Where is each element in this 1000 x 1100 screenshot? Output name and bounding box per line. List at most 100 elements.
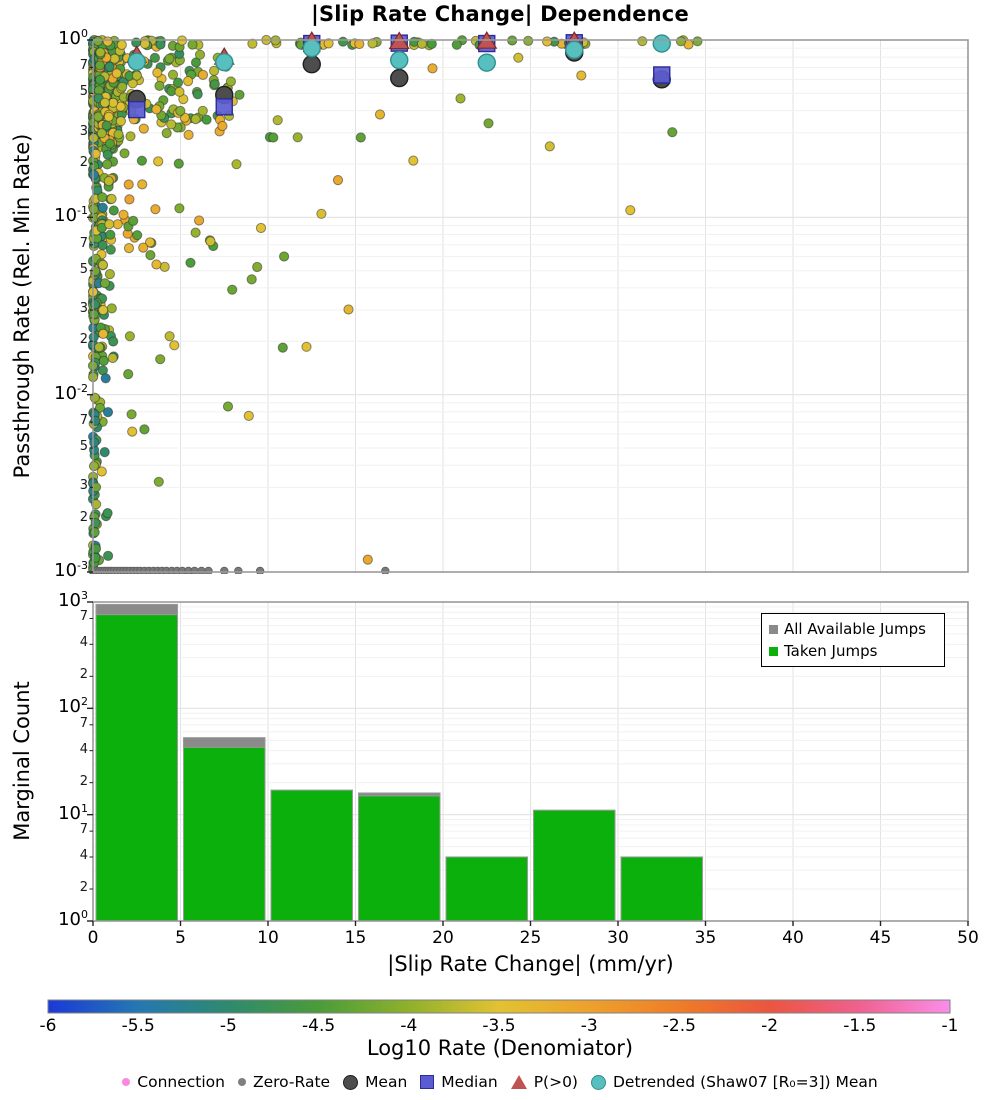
colorbar-tick: -5.5 — [121, 1016, 155, 1036]
colorbar-tick: -4 — [400, 1016, 418, 1036]
bar-taken-jumps — [445, 856, 528, 922]
bottom-legend-label: Zero-Rate — [252, 1073, 331, 1091]
colorbar-tick: -6 — [39, 1016, 57, 1036]
colorbar-tick: -2.5 — [662, 1016, 696, 1036]
colorbar — [47, 999, 951, 1014]
detrended-shaw07-r-3-mean-marker-icon — [590, 1074, 606, 1090]
scatter-y-minor-tick: 2 — [79, 154, 88, 170]
scatter-gridlines — [93, 40, 968, 572]
hist-y-major-tick: 102 — [58, 695, 88, 718]
bottom-legend-item: Connection — [122, 1073, 225, 1091]
colorbar-tick: -3.5 — [482, 1016, 516, 1036]
hist-x-tick: 10 — [257, 928, 279, 948]
bottom-legend-item: Zero-Rate — [237, 1073, 331, 1091]
legend-item-all-jumps: All Available Jumps — [769, 620, 937, 638]
scatter-y-minor-tick: 7 — [79, 235, 88, 251]
hist-y-minor-tick: 2 — [79, 667, 88, 683]
connection-marker-icon — [122, 1078, 131, 1086]
hist-y-major-tick: 103 — [58, 589, 88, 611]
mean-marker-icon — [343, 1074, 359, 1090]
hist-x-tick: 35 — [694, 928, 717, 948]
colorbar-label: Log10 Rate (Denomiator) — [366, 1036, 634, 1060]
mean-marker — [302, 55, 321, 74]
colorbar-tick: -2 — [761, 1016, 779, 1036]
bottom-legend-label: Median — [441, 1073, 498, 1091]
scatter-y-major-tick: 10-2 — [54, 381, 88, 404]
colorbar-tick: -4.5 — [302, 1016, 336, 1036]
colorbar-tick: -1.5 — [843, 1016, 877, 1036]
scatter-y-minor-tick: 5 — [79, 439, 88, 455]
detrended-shaw07-r-3-mean-marker — [652, 34, 671, 53]
detrended-shaw07-r-3-mean-marker — [565, 40, 584, 60]
median-marker — [215, 98, 233, 116]
hist-y-minor-tick: 4 — [79, 635, 88, 651]
scatter-y-minor-tick: 2 — [79, 509, 88, 525]
bottom-legend-item: Detrended (Shaw07 [R₀=3]) Mean — [590, 1073, 878, 1091]
bar-taken-jumps — [270, 789, 353, 922]
scatter-frame — [92, 39, 969, 573]
hist-y-major-tick: 100 — [58, 908, 88, 930]
bar-taken-jumps — [620, 856, 703, 922]
hist-y-minor-tick: 2 — [79, 773, 88, 789]
scatter-y-ticks — [87, 39, 93, 573]
x-axis-label: |Slip Rate Change| (mm/yr) — [387, 952, 674, 976]
hist-y-minor-tick: 2 — [79, 879, 88, 895]
detrended-shaw07-r-3-mean-marker — [127, 52, 146, 71]
hist-ticks — [87, 601, 969, 926]
bottom-legend-label: Detrended (Shaw07 [R₀=3]) Mean — [612, 1073, 878, 1091]
hist-y-minor-tick: 7 — [79, 822, 88, 838]
hist-x-tick: 50 — [957, 928, 979, 948]
hist-x-tick: 0 — [87, 928, 99, 948]
hist-y-minor-tick: 4 — [79, 847, 88, 863]
zero-rate-marker-icon — [237, 1078, 246, 1086]
scatter-y-minor-tick: 3 — [79, 478, 88, 494]
hist-y-minor-tick: 7 — [79, 715, 88, 731]
hist-x-tick: 45 — [869, 928, 892, 948]
scatter-y-axis-label: Passthrough Rate (Rel. Min Rate) — [10, 133, 34, 479]
bottom-legend-label: Mean — [365, 1073, 408, 1091]
hist-y-major-tick: 101 — [58, 801, 88, 824]
detrended-shaw07-r-3-mean-marker — [215, 52, 234, 72]
bottom-legend: Connection Zero-Rate Mean Median P(>0) Detren… — [0, 1073, 1000, 1091]
hist-y-minor-tick: 4 — [79, 741, 88, 757]
scatter-y-major-tick: 10-1 — [54, 204, 88, 227]
bottom-legend-label: P(>0) — [533, 1073, 578, 1091]
bar-taken-jumps — [533, 809, 616, 922]
hist-x-tick: 15 — [344, 928, 367, 948]
hist-x-tick: 40 — [782, 928, 804, 948]
bar-taken-jumps — [183, 746, 266, 922]
scatter-y-minor-tick: 3 — [79, 123, 88, 139]
scatter-y-minor-tick: 7 — [79, 58, 88, 74]
taken-jumps-swatch — [769, 646, 778, 656]
colorbar-tick: -5 — [219, 1016, 237, 1036]
scatter-y-minor-tick: 2 — [79, 332, 88, 348]
scatter-y-major-tick: 100 — [58, 27, 88, 49]
mean-marker — [390, 68, 409, 88]
hist-x-tick: 30 — [607, 928, 629, 948]
bottom-legend-label: Connection — [137, 1073, 225, 1091]
scatter-y-minor-tick: 5 — [79, 84, 88, 100]
detrended-shaw07-r-3-mean-marker — [477, 53, 496, 72]
histogram-y-axis-label: Marginal Count — [10, 681, 34, 841]
legend-item-label: Taken Jumps — [784, 642, 878, 660]
bottom-legend-item: Median — [420, 1073, 498, 1091]
median-marker-icon — [420, 1075, 435, 1089]
hist-x-tick: 25 — [519, 928, 542, 948]
median-marker — [128, 100, 146, 119]
hist-bars — [95, 603, 703, 922]
scatter-y-minor-tick: 3 — [79, 301, 88, 317]
hist-x-tick: 5 — [175, 928, 186, 948]
histogram-legend: All Available Jumps Taken Jumps — [761, 613, 945, 667]
hist-x-tick: 20 — [432, 928, 454, 948]
scatter-y-minor-tick: 7 — [79, 413, 88, 429]
bottom-legend-item: P(>0) — [510, 1073, 578, 1091]
hist-y-minor-tick: 7 — [79, 609, 88, 625]
median-marker — [653, 66, 671, 84]
legend-item-taken-jumps: Taken Jumps — [769, 642, 937, 660]
all-jumps-swatch — [769, 624, 778, 634]
legend-item-label: All Available Jumps — [784, 620, 926, 638]
p-0--marker-icon — [510, 1075, 527, 1089]
zero-rate-points — [90, 566, 390, 574]
